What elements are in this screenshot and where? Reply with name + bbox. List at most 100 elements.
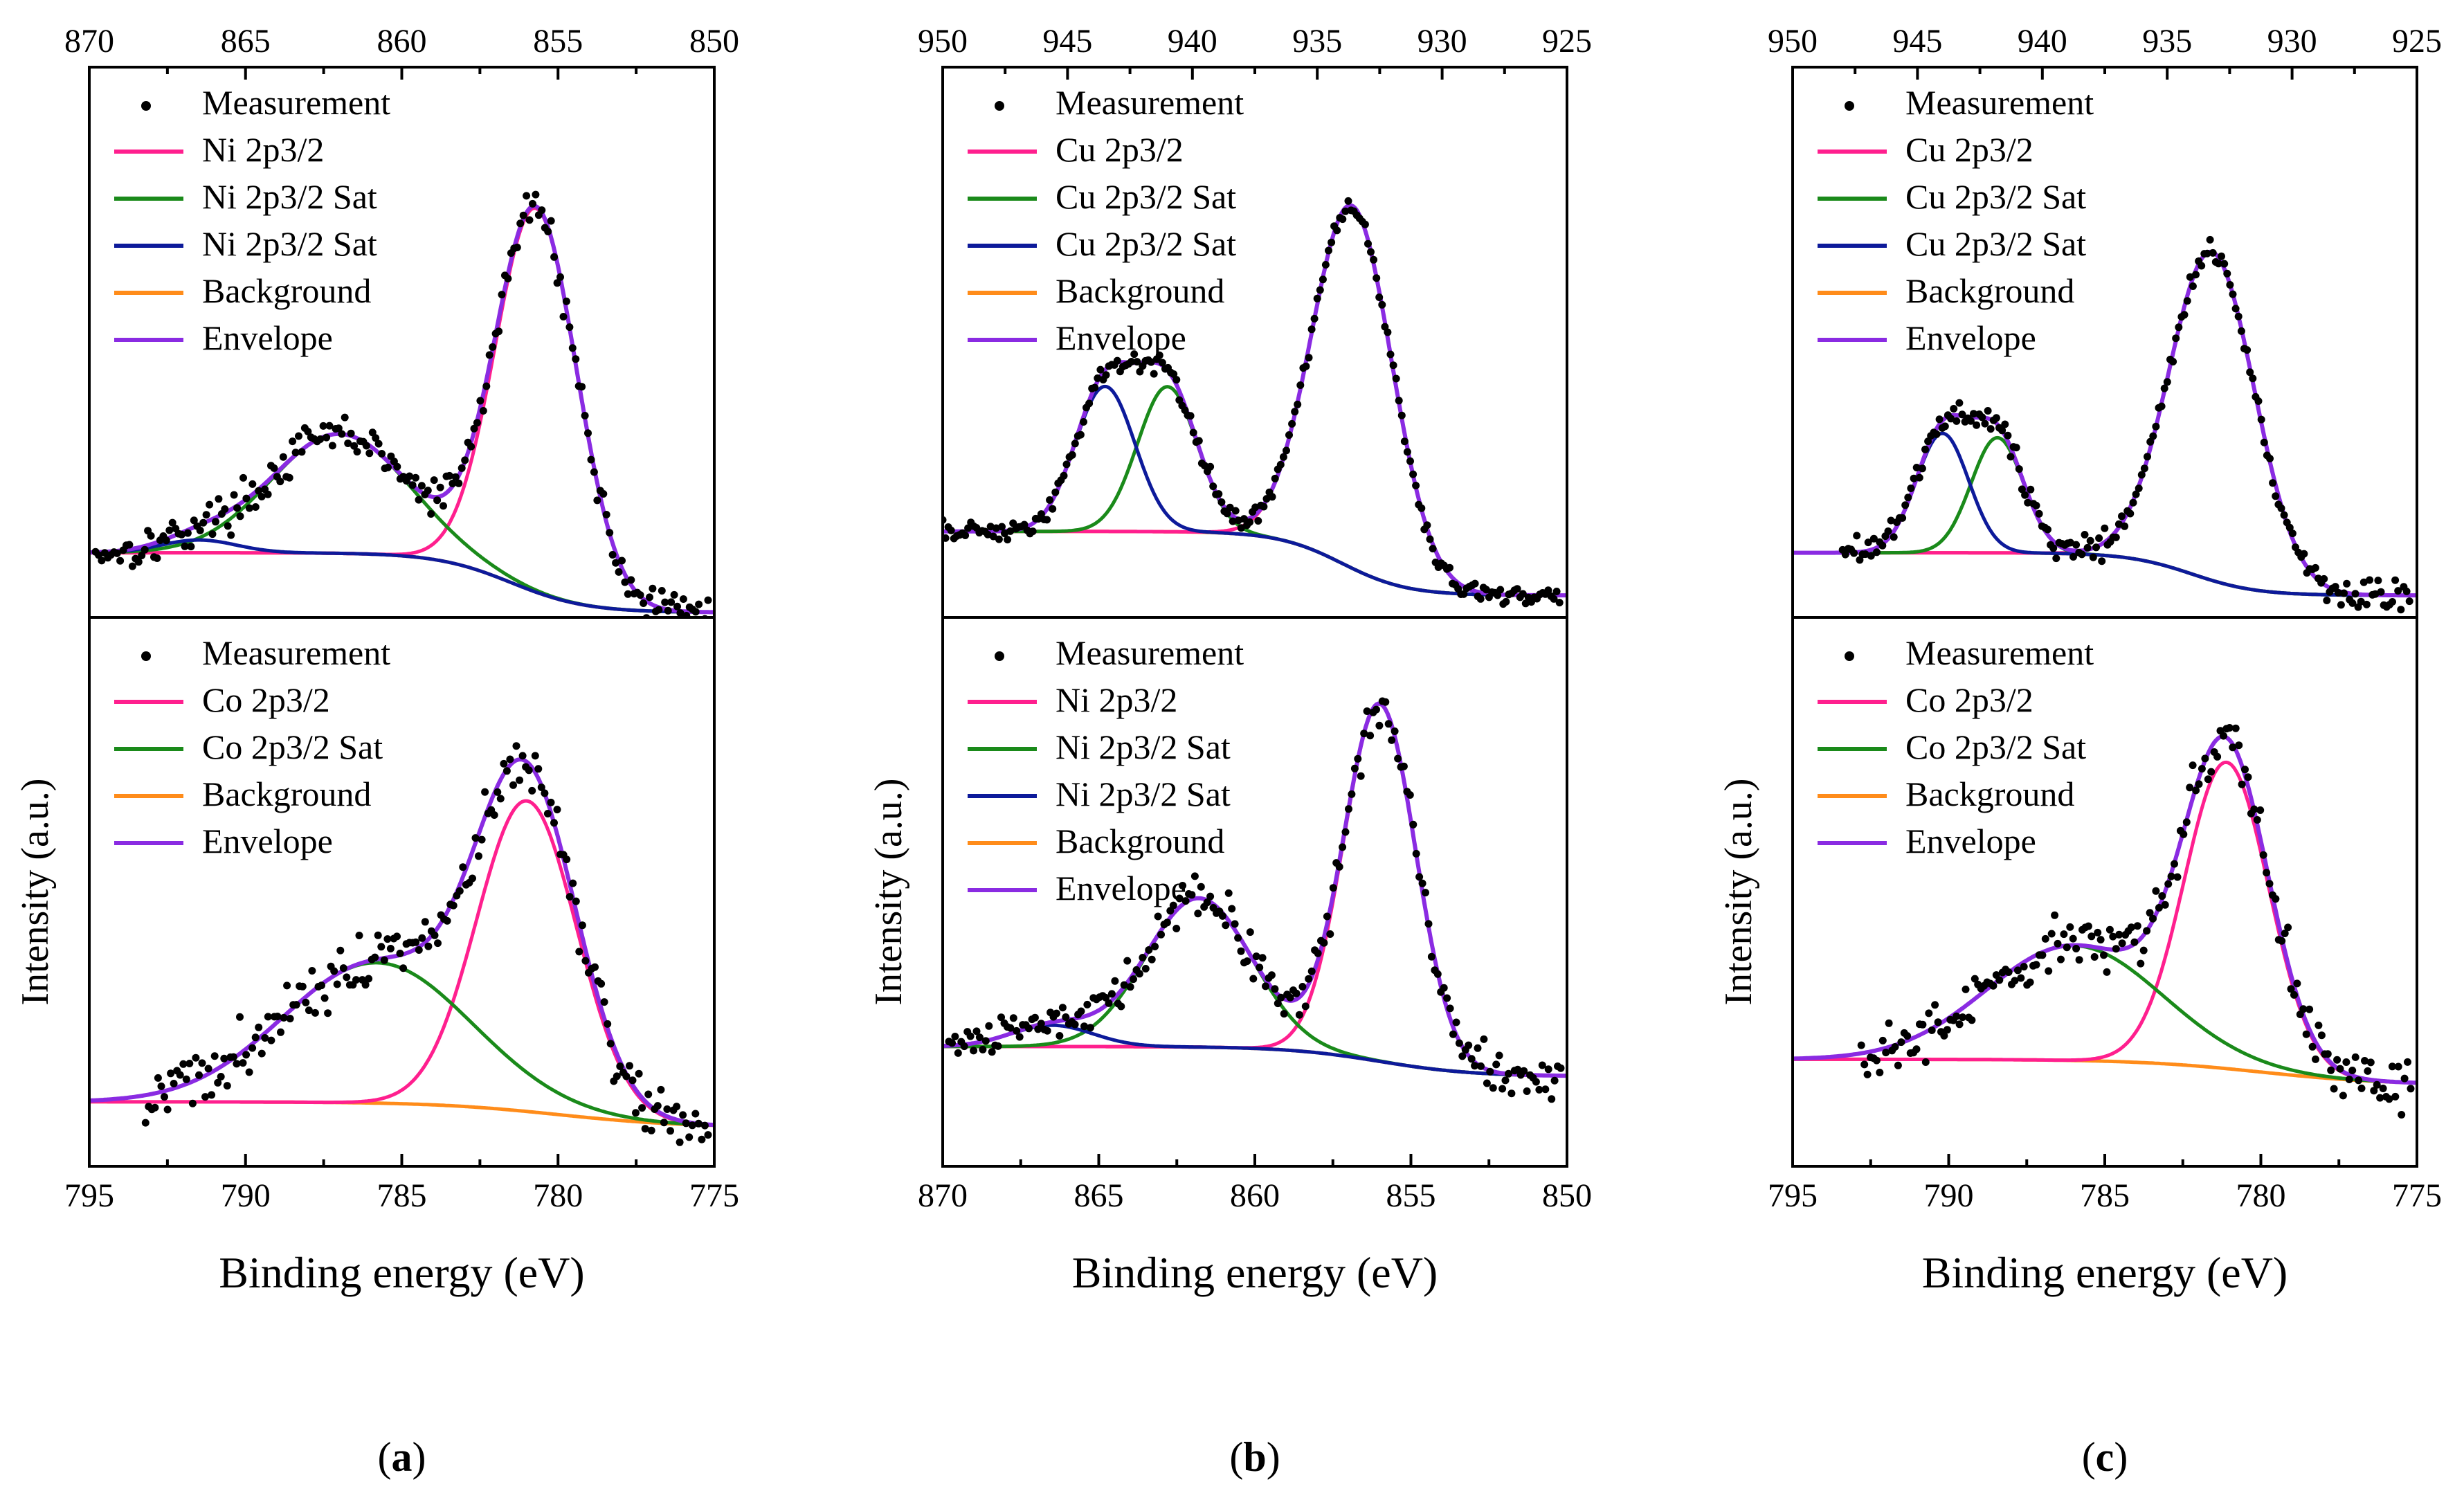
measurement-point	[1291, 408, 1299, 416]
measurement-point	[280, 1013, 288, 1022]
measurement-point	[362, 442, 370, 450]
measurement-point	[1476, 595, 1485, 603]
measurement-point	[1344, 197, 1352, 205]
measurement-point	[1520, 1067, 1528, 1075]
measurement-point	[2186, 784, 2194, 792]
measurement-point	[1190, 872, 1199, 880]
plot-area-b-bottom	[943, 697, 1567, 1103]
measurement-point	[1532, 1078, 1540, 1086]
measurement-point	[1246, 928, 1254, 937]
measurement-point	[1170, 370, 1178, 378]
x-tick-label: 795	[1768, 1177, 1818, 1214]
measurement-point	[943, 534, 950, 542]
measurement-point	[2021, 491, 2029, 499]
legends-layer: Measurement Ni 2p3/2 Ni 2p3/2 Sat Ni 2p3/2 …	[114, 83, 2094, 907]
measurement-point	[418, 934, 426, 942]
measurement-point	[261, 1034, 269, 1042]
measurement-point	[2173, 873, 2182, 881]
measurement-point	[2201, 754, 2209, 763]
measurement-point	[1189, 428, 1197, 437]
measurement-point	[2027, 485, 2035, 494]
measurement-point	[223, 1082, 231, 1090]
measurement-point	[2100, 951, 2108, 959]
measurement-point	[1283, 446, 1290, 455]
legend-label: Cu 2p3/2 Sat	[1056, 224, 1236, 263]
measurement-point	[2397, 606, 2405, 614]
measurement-point	[2269, 479, 2277, 487]
measurement-point	[490, 811, 498, 819]
measurement-point	[1229, 517, 1237, 525]
measurement-point	[529, 199, 536, 208]
measurement-point	[289, 437, 297, 446]
measurement-point	[2095, 534, 2103, 542]
measurement-point	[562, 297, 570, 305]
measurement-point	[2404, 1058, 2411, 1066]
measurement-point	[2017, 974, 2025, 982]
measurement-point	[1395, 397, 1403, 405]
measurement-point	[565, 893, 574, 901]
measurement-point	[2129, 498, 2137, 507]
measurement-point	[336, 946, 345, 954]
measurement-point	[1254, 517, 1262, 525]
measurement-point	[1899, 514, 1907, 522]
measurement-point	[165, 526, 174, 534]
measurement-point	[657, 1085, 665, 1094]
measurement-point	[1921, 445, 1929, 453]
measurement-point	[1953, 1012, 1961, 1020]
measurement-point	[1083, 1000, 1091, 1008]
measurement-point	[2026, 978, 2034, 986]
measurement-point	[2293, 979, 2301, 988]
measurement-point	[471, 834, 480, 842]
measurement-point	[528, 786, 536, 795]
measurement-point	[1373, 705, 1380, 714]
measurement-point	[1382, 698, 1390, 706]
measurement-point	[417, 482, 426, 490]
measurement-point	[1345, 805, 1352, 813]
measurement-point	[2139, 946, 2148, 954]
x-tick-label: 855	[533, 23, 583, 60]
measurement-point	[1068, 451, 1076, 459]
measurement-point	[2257, 415, 2265, 424]
measurement-point	[2302, 1030, 2310, 1038]
measurement-point	[1186, 412, 1195, 420]
measurement-point	[255, 487, 263, 495]
measurement-point	[2259, 851, 2267, 859]
measurement-point	[1998, 426, 2006, 435]
measurement-point	[658, 587, 666, 595]
measurement-point	[1025, 1024, 1033, 1033]
measurement-point	[1051, 488, 1060, 496]
measurement-point	[1071, 440, 1079, 448]
x-tick-label: 780	[2236, 1177, 2286, 1214]
measurement-point	[1467, 1055, 1476, 1063]
measurement-point	[1102, 371, 1110, 379]
measurement-point	[1953, 417, 1961, 425]
measurement-point	[1218, 912, 1226, 920]
measurement-point	[291, 449, 300, 457]
measurement-point	[694, 1119, 703, 1128]
measurement-point	[1237, 947, 1245, 955]
legend-label: Measurement	[202, 83, 390, 122]
measurement-point	[427, 510, 435, 518]
measurement-point	[236, 1013, 244, 1021]
measurement-point	[334, 424, 343, 433]
measurement-point	[279, 453, 287, 461]
measurement-point	[1903, 1032, 1912, 1040]
measurement-point	[2266, 455, 2274, 462]
measurement-point	[1406, 791, 1414, 799]
measurement-point	[2374, 577, 2382, 585]
measurement-point	[319, 422, 327, 430]
legend-label: Co 2p3/2	[202, 680, 330, 719]
measurement-point	[2132, 490, 2140, 498]
measurement-point	[1947, 415, 1955, 423]
measurement-point	[2018, 485, 2026, 494]
measurement-point	[655, 606, 663, 614]
measurement-point	[1105, 999, 1113, 1007]
measurement-point	[954, 1049, 962, 1057]
measurement-point	[1409, 470, 1417, 478]
measurement-point	[1333, 226, 1341, 235]
measurement-point	[547, 217, 555, 225]
series-satellite-blue-2	[89, 538, 714, 614]
measurement-point	[531, 752, 539, 760]
measurement-point	[2337, 601, 2345, 609]
measurement-point	[151, 1103, 159, 1112]
